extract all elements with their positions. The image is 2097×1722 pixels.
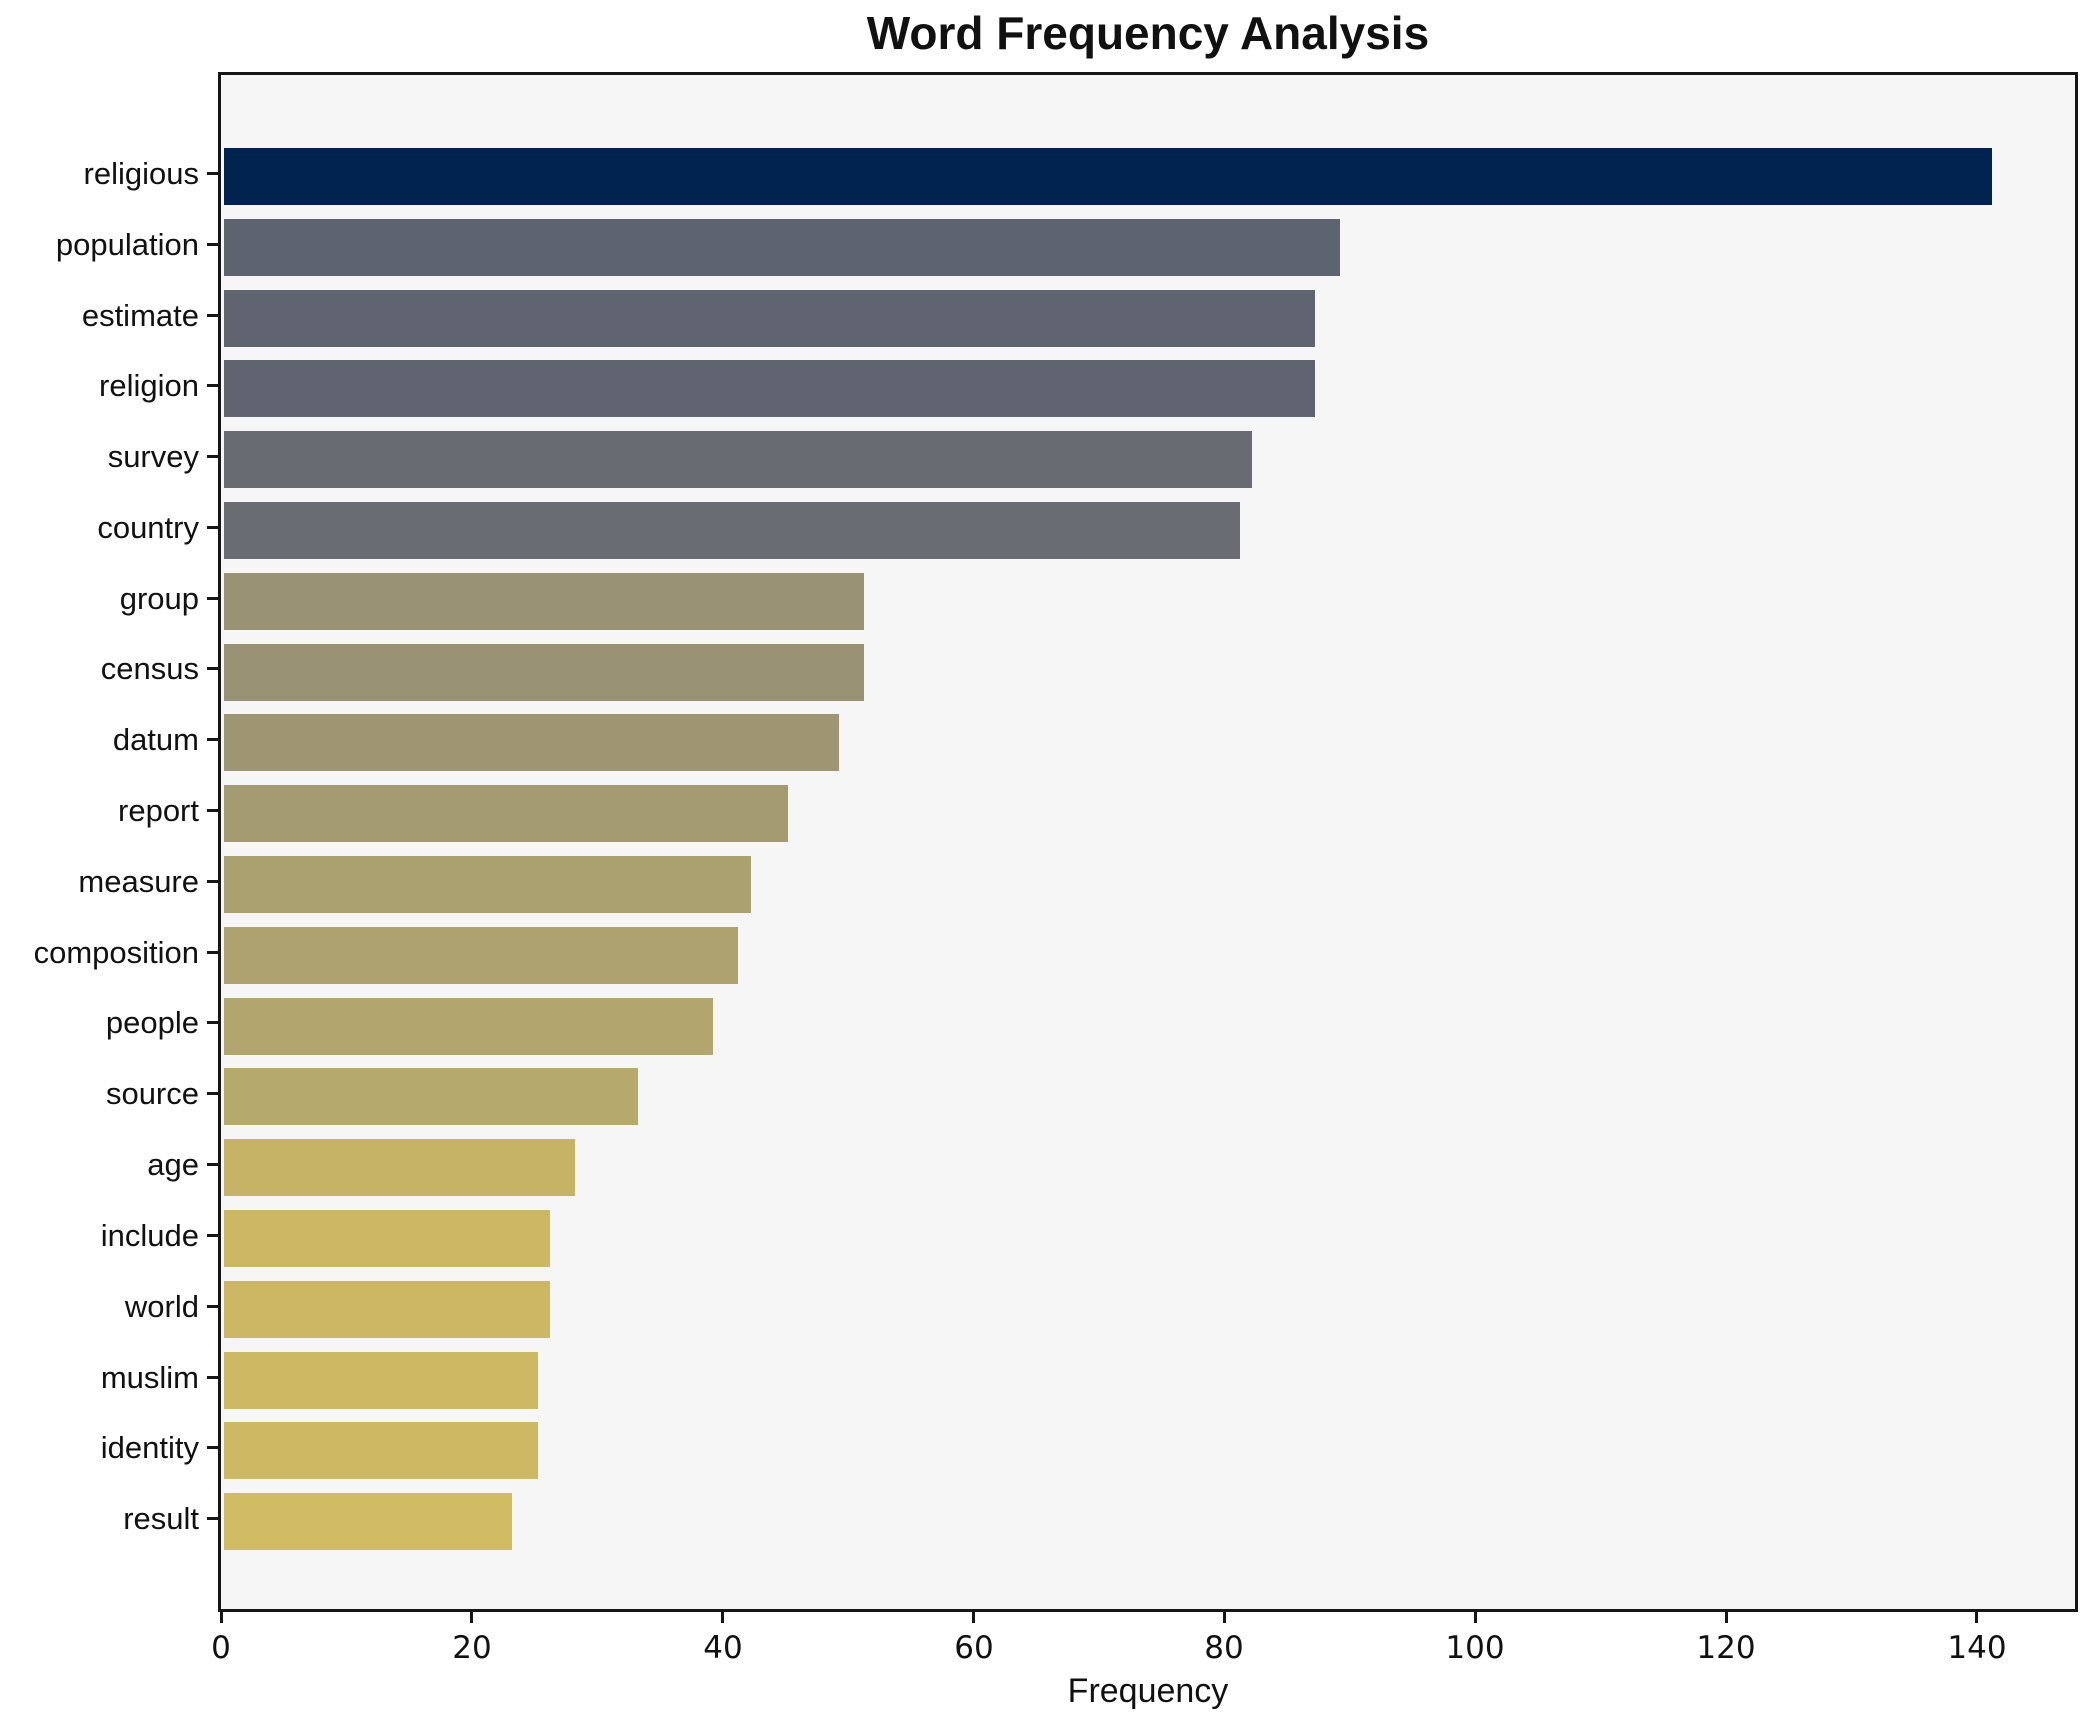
y-tick-mark (207, 738, 218, 741)
y-tick-mark (207, 455, 218, 458)
bar-datum (224, 714, 839, 772)
x-tick-mark (1725, 1612, 1728, 1623)
bar-composition (224, 926, 738, 984)
y-tick-mark (207, 951, 218, 954)
x-tick-label-20: 20 (452, 1630, 492, 1666)
bar-population (224, 218, 1340, 276)
y-tick-label-result: result (123, 1501, 199, 1536)
x-tick-mark (220, 1612, 223, 1623)
y-tick-label-identity: identity (100, 1430, 199, 1465)
y-tick-mark (207, 1092, 218, 1095)
y-tick-label-country: country (97, 510, 199, 545)
y-tick-label-composition: composition (33, 935, 199, 970)
bar-people (224, 997, 713, 1055)
x-tick-mark (721, 1612, 724, 1623)
y-tick-mark (207, 667, 218, 670)
x-tick-label-100: 100 (1445, 1630, 1505, 1666)
bar-estimate (224, 289, 1315, 347)
x-tick-label-0: 0 (211, 1630, 231, 1666)
x-tick-label-40: 40 (703, 1630, 743, 1666)
bar-world (224, 1280, 550, 1338)
y-tick-mark (207, 172, 218, 175)
bar-survey (224, 431, 1252, 489)
bar-measure (224, 855, 751, 913)
x-tick-mark (1223, 1612, 1226, 1623)
y-tick-mark (207, 1021, 218, 1024)
y-tick-mark (207, 1234, 218, 1237)
y-tick-mark (207, 384, 218, 387)
bar-age (224, 1139, 575, 1197)
y-tick-label-muslim: muslim (100, 1360, 199, 1395)
y-tick-mark (207, 1376, 218, 1379)
y-tick-label-measure: measure (78, 864, 199, 899)
y-tick-label-report: report (118, 793, 199, 828)
x-axis-title: Frequency (1067, 1672, 1229, 1710)
y-tick-label-population: population (55, 227, 199, 262)
y-tick-label-people: people (105, 1005, 199, 1040)
y-tick-mark (207, 1517, 218, 1520)
y-tick-mark (207, 880, 218, 883)
x-tick-label-60: 60 (954, 1630, 994, 1666)
y-tick-mark (207, 243, 218, 246)
bar-include (224, 1209, 550, 1267)
bar-muslim (224, 1351, 538, 1409)
y-tick-label-estimate: estimate (81, 298, 199, 333)
bar-country (224, 501, 1240, 559)
chart-title: Word Frequency Analysis (866, 7, 1430, 59)
y-tick-mark (207, 526, 218, 529)
y-tick-mark (207, 597, 218, 600)
y-tick-label-survey: survey (107, 439, 199, 474)
y-tick-mark (207, 1305, 218, 1308)
y-tick-label-datum: datum (112, 722, 199, 757)
y-tick-label-group: group (119, 581, 199, 616)
bar-source (224, 1068, 638, 1126)
x-tick-label-120: 120 (1696, 1630, 1756, 1666)
bar-religion (224, 360, 1315, 418)
bar-religious (224, 147, 1992, 205)
plot-area (218, 72, 2078, 1612)
y-tick-label-include: include (100, 1218, 199, 1253)
y-tick-mark (207, 809, 218, 812)
x-tick-label-80: 80 (1204, 1630, 1244, 1666)
x-tick-mark (1975, 1612, 1978, 1623)
x-tick-mark (1474, 1612, 1477, 1623)
bar-result (224, 1493, 512, 1551)
bar-report (224, 785, 788, 843)
y-tick-mark (207, 1446, 218, 1449)
y-tick-label-census: census (100, 651, 199, 686)
x-tick-mark (470, 1612, 473, 1623)
y-tick-label-world: world (124, 1289, 199, 1324)
y-tick-mark (207, 1163, 218, 1166)
x-tick-mark (972, 1612, 975, 1623)
bar-group (224, 572, 864, 630)
y-tick-label-age: age (147, 1147, 199, 1182)
bar-census (224, 643, 864, 701)
y-tick-label-source: source (105, 1076, 199, 1111)
y-tick-label-religious: religious (83, 156, 199, 191)
bar-identity (224, 1422, 538, 1480)
x-tick-label-140: 140 (1947, 1630, 2007, 1666)
y-tick-mark (207, 314, 218, 317)
y-tick-label-religion: religion (99, 368, 199, 403)
